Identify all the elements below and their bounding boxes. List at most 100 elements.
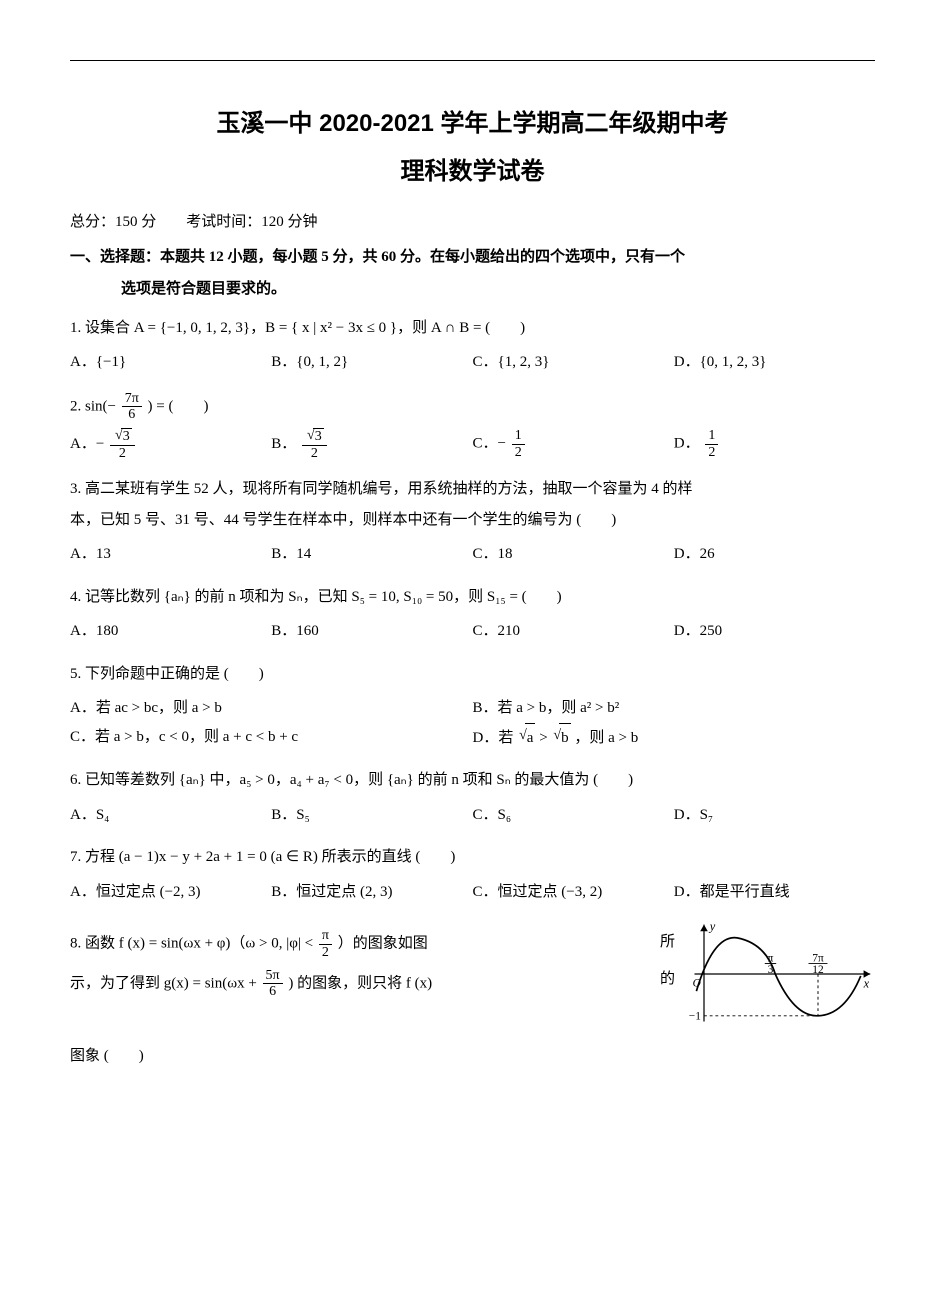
q2-frac-den: 6 bbox=[122, 407, 142, 422]
question-4-options: A．180 B．160 C．210 D．250 bbox=[70, 617, 875, 646]
q8-graph: y x O −1 π 3 7π 12 bbox=[685, 914, 875, 1034]
q2b-frac: 3 2 bbox=[302, 428, 327, 461]
exam-meta: 总分：150 分 考试时间：120 分钟 bbox=[70, 208, 875, 237]
q8l2-pre: 示，为了得到 g(x) = sin(ωx + bbox=[70, 975, 261, 991]
exam-title: 玉溪一中 2020-2021 学年上学期高二年级期中考 bbox=[70, 101, 875, 147]
q1-option-b: B．{0, 1, 2} bbox=[271, 348, 472, 377]
y-axis-arrow-icon bbox=[700, 925, 708, 932]
q1-option-a: A．{−1} bbox=[70, 348, 271, 377]
q2-option-c: C．− 1 2 bbox=[473, 428, 674, 461]
q4-option-b: B．160 bbox=[271, 617, 472, 646]
q2-frac-num: 7π bbox=[122, 391, 142, 407]
q2d-pre: D． bbox=[674, 436, 700, 452]
tick-7pi12: 7π 12 bbox=[809, 953, 828, 976]
tick-7pi12-den: 12 bbox=[812, 964, 824, 976]
q4-option-d: D．250 bbox=[674, 617, 875, 646]
tick-7pi12-num: 7π bbox=[812, 953, 824, 965]
question-3-line2: 本，已知 5 号、31 号、44 号学生在样本中，则样本中还有一个学生的编号为 … bbox=[70, 506, 875, 535]
question-4: 4. 记等比数列 {aₙ} 的前 n 项和为 Sₙ，已知 S₅ = 10, S₁… bbox=[70, 583, 875, 612]
q2-option-d: D． 1 2 bbox=[674, 428, 875, 461]
q2b-num: 3 bbox=[302, 428, 327, 445]
question-8-row1: 8. 函数 f (x) = sin(ωx + φ)（ω > 0, |φ| < π… bbox=[70, 920, 875, 1034]
q6-option-b: B．S₅ bbox=[271, 801, 472, 830]
q2d-den: 2 bbox=[705, 445, 718, 460]
q4-option-c: C．210 bbox=[473, 617, 674, 646]
q8l2-post: ) 的图象，则只将 f (x) bbox=[288, 975, 432, 991]
q2c-pre: C．− bbox=[473, 436, 506, 452]
q3-option-a: A．13 bbox=[70, 540, 271, 569]
sine-curve bbox=[696, 938, 860, 1016]
q2-option-a: A．− 3 2 bbox=[70, 428, 271, 461]
q8l1-den: 2 bbox=[319, 945, 332, 960]
q2d-num: 1 bbox=[705, 428, 718, 444]
q6-option-c: C．S₆ bbox=[473, 801, 674, 830]
q2-fraction: 7π 6 bbox=[122, 391, 142, 423]
q2-suffix: ) = ( ) bbox=[148, 398, 209, 414]
q7-option-c: C．恒过定点 (−3, 2) bbox=[473, 878, 674, 907]
question-1: 1. 设集合 A = {−1, 0, 1, 2, 3}，B = { x | x²… bbox=[70, 314, 875, 343]
question-5-options: A．若 ac > bc，则 a > b B．若 a > b，则 a² > b² … bbox=[70, 694, 875, 752]
y-minus1-label: −1 bbox=[689, 1011, 701, 1023]
q3-option-b: B．14 bbox=[271, 540, 472, 569]
q7-option-b: B．恒过定点 (2, 3) bbox=[271, 878, 472, 907]
q2a-frac: 3 2 bbox=[110, 428, 135, 461]
q5d-pre: D．若 bbox=[473, 730, 518, 746]
q5d-mid: > bbox=[539, 730, 551, 746]
question-8-line3: 图象 ( ) bbox=[70, 1042, 875, 1071]
q3-option-d: D．26 bbox=[674, 540, 875, 569]
q2c-num: 1 bbox=[512, 428, 525, 444]
question-2: 2. sin(− 7π 6 ) = ( ) bbox=[70, 391, 875, 423]
q3-option-c: C．18 bbox=[473, 540, 674, 569]
q5-option-b: B．若 a > b，则 a² > b² bbox=[473, 694, 876, 723]
q8-tail2: 的 bbox=[647, 965, 675, 994]
q8l1-frac: π 2 bbox=[319, 928, 332, 960]
q5d-post: ，则 a > b bbox=[574, 730, 638, 746]
q1-option-c: C．{1, 2, 3} bbox=[473, 348, 674, 377]
question-7: 7. 方程 (a − 1)x − y + 2a + 1 = 0 (a ∈ R) … bbox=[70, 843, 875, 872]
q5-option-d: D．若 a > b ，则 a > b bbox=[473, 723, 876, 753]
x-axis-label: x bbox=[863, 977, 870, 991]
page-top-rule bbox=[70, 60, 875, 61]
q5-option-c: C．若 a > b，c < 0，则 a + c < b + c bbox=[70, 723, 473, 753]
question-5: 5. 下列命题中正确的是 ( ) bbox=[70, 660, 875, 689]
section-instruction-line2: 选项是符合题目要求的。 bbox=[70, 275, 875, 304]
q5-option-a: A．若 ac > bc，则 a > b bbox=[70, 694, 473, 723]
question-8-line1: 8. 函数 f (x) = sin(ωx + φ)（ω > 0, |φ| < π… bbox=[70, 928, 647, 960]
q2-option-b: B． 3 2 bbox=[271, 428, 472, 461]
q7-option-a: A．恒过定点 (−2, 3) bbox=[70, 878, 271, 907]
origin-label: O bbox=[693, 978, 701, 990]
q2a-num: 3 bbox=[110, 428, 135, 445]
question-2-options: A．− 3 2 B． 3 2 C．− 1 2 D． 1 2 bbox=[70, 428, 875, 461]
q2-prefix: 2. sin(− bbox=[70, 398, 116, 414]
question-3-line1: 3. 高二某班有学生 52 人，现将所有同学随机编号，用系统抽样的方法，抽取一个… bbox=[70, 475, 875, 504]
q4-option-a: A．180 bbox=[70, 617, 271, 646]
question-7-options: A．恒过定点 (−2, 3) B．恒过定点 (2, 3) C．恒过定点 (−3,… bbox=[70, 878, 875, 907]
question-1-options: A．{−1} B．{0, 1, 2} C．{1, 2, 3} D．{0, 1, … bbox=[70, 348, 875, 377]
q8l1-pre: 8. 函数 f (x) = sin(ωx + φ)（ω > 0, |φ| < bbox=[70, 936, 317, 952]
q8-tail1: 所 bbox=[647, 928, 675, 957]
q7-option-d: D．都是平行直线 bbox=[674, 878, 875, 907]
q6-option-d: D．S₇ bbox=[674, 801, 875, 830]
tick-pi3-den: 3 bbox=[768, 964, 774, 976]
q1-option-d: D．{0, 1, 2, 3} bbox=[674, 348, 875, 377]
q8l2-frac: 5π 6 bbox=[263, 968, 283, 1000]
question-8-line2: 示，为了得到 g(x) = sin(ωx + 5π 6 ) 的图象，则只将 f … bbox=[70, 968, 647, 1000]
q2a-pre: A．− bbox=[70, 436, 104, 452]
section-instruction-line1: 一、选择题：本题共 12 小题，每小题 5 分，共 60 分。在每小题给出的四个… bbox=[70, 243, 875, 272]
y-axis-label: y bbox=[708, 920, 716, 934]
exam-subtitle: 理科数学试卷 bbox=[70, 149, 875, 195]
q8l1-post: ）的图象如图 bbox=[338, 936, 428, 952]
q2d-frac: 1 2 bbox=[705, 428, 718, 460]
q2c-frac: 1 2 bbox=[512, 428, 525, 460]
question-6: 6. 已知等差数列 {aₙ} 中，a₅ > 0，a₄ + a₇ < 0，则 {a… bbox=[70, 766, 875, 795]
tick-pi3-num: π bbox=[768, 953, 774, 965]
q2c-den: 2 bbox=[512, 445, 525, 460]
q5d-sqrt-b: b bbox=[551, 723, 570, 753]
question-3-options: A．13 B．14 C．18 D．26 bbox=[70, 540, 875, 569]
q2b-pre: B． bbox=[271, 436, 296, 452]
q8l1-num: π bbox=[319, 928, 332, 944]
q6-option-a: A．S₄ bbox=[70, 801, 271, 830]
question-6-options: A．S₄ B．S₅ C．S₆ D．S₇ bbox=[70, 801, 875, 830]
q8l2-num: 5π bbox=[263, 968, 283, 984]
q2a-den: 2 bbox=[110, 446, 135, 461]
